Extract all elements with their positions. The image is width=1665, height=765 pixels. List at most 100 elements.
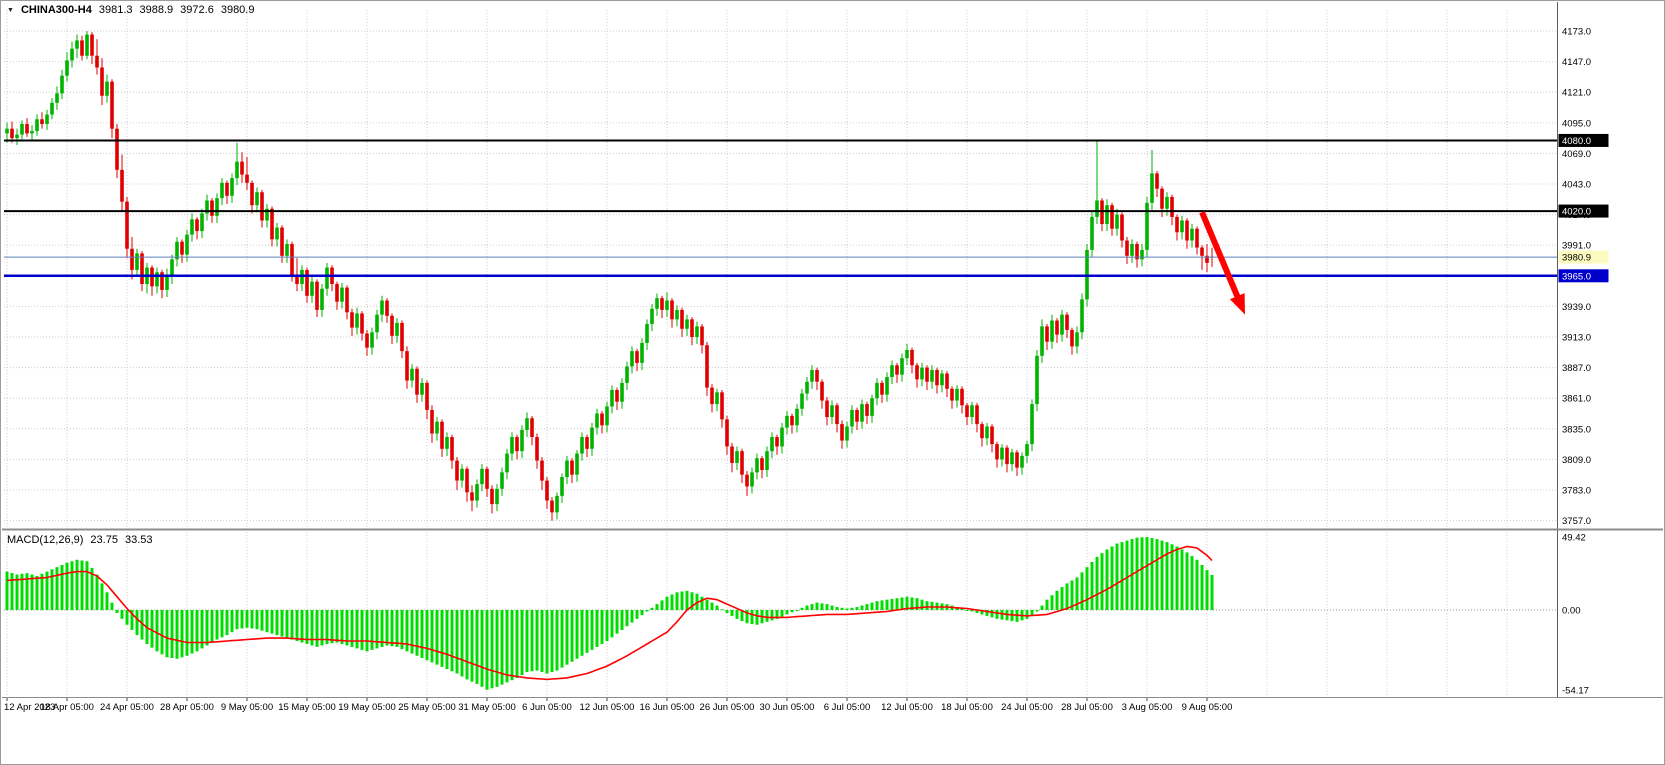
bear-candle	[995, 444, 999, 460]
bull-candle	[665, 300, 669, 310]
macd-histogram-bar	[1125, 540, 1129, 610]
macd-histogram-bar	[240, 610, 244, 629]
bull-candle	[85, 34, 89, 56]
bull-candle	[770, 437, 774, 452]
bull-candle	[1130, 244, 1134, 256]
macd-histogram-bar	[295, 610, 299, 642]
bull-candle	[875, 382, 879, 399]
macd-histogram-bar	[480, 610, 484, 687]
bear-candle	[550, 500, 554, 513]
bull-candle	[55, 93, 59, 103]
macd-histogram-bar	[620, 610, 624, 630]
macd-histogram-bar	[1105, 549, 1109, 610]
macd-histogram-bar	[1040, 605, 1044, 610]
bear-candle	[1005, 447, 1009, 465]
macd-histogram-bar	[660, 600, 664, 610]
macd-histogram-bar	[805, 605, 809, 610]
bull-candle	[765, 451, 769, 470]
macd-histogram-bar	[1080, 572, 1084, 610]
macd-histogram-bar	[835, 607, 839, 610]
macd-histogram-bar	[925, 601, 929, 610]
macd-histogram-bar	[490, 610, 494, 689]
bull-candle	[845, 426, 849, 441]
macd-histogram-bar	[35, 576, 39, 610]
bull-candle	[715, 392, 719, 405]
bear-candle	[465, 468, 469, 493]
macd-histogram-bar	[735, 610, 739, 619]
symbol-dropdown-icon[interactable]: ▼	[7, 6, 14, 14]
bull-candle	[695, 326, 699, 337]
macd-value: 23.75	[90, 534, 118, 546]
macd-histogram-bar	[845, 608, 849, 610]
macd-histogram-bar	[280, 610, 284, 637]
bear-candle	[315, 281, 319, 310]
macd-histogram-bar	[550, 610, 554, 673]
bull-candle	[900, 358, 904, 375]
bull-candle	[1115, 214, 1119, 229]
macd-histogram-bar	[125, 610, 129, 625]
bull-candle	[785, 415, 789, 428]
bear-candle	[1065, 314, 1069, 330]
bear-candle	[195, 219, 199, 232]
macd-histogram-bar	[730, 610, 734, 616]
x-axis-label: 12 Jul 05:00	[881, 702, 933, 713]
macd-histogram-bar	[1025, 610, 1029, 619]
macd-histogram-bar	[420, 610, 424, 659]
y-axis-label: 3835.0	[1562, 424, 1591, 435]
macd-histogram-bar	[775, 610, 779, 619]
macd-histogram-bar	[1210, 574, 1214, 610]
bull-candle	[1075, 332, 1079, 347]
bull-candle	[380, 300, 384, 315]
macd-histogram-bar	[85, 561, 89, 610]
bear-candle	[790, 415, 794, 426]
bear-candle	[390, 315, 394, 336]
bear-candle	[760, 458, 764, 470]
bear-candle	[95, 55, 99, 68]
bear-candle	[690, 319, 694, 337]
macd-histogram-bar	[850, 607, 854, 610]
x-axis-label: 24 Jul 05:00	[1001, 702, 1053, 713]
x-axis-label: 31 May 05:00	[458, 702, 516, 713]
macd-histogram-bar	[825, 604, 829, 610]
macd-histogram-bar	[190, 610, 194, 654]
macd-histogram-bar	[640, 610, 644, 616]
macd-signal-value: 33.53	[124, 534, 153, 546]
macd-histogram-bar	[245, 610, 249, 628]
bear-candle	[820, 381, 824, 401]
bear-candle	[210, 200, 214, 216]
macd-histogram-bar	[740, 610, 744, 622]
y-axis-label: 4043.0	[1562, 180, 1591, 191]
x-axis-label: 6 Jun 05:00	[522, 702, 572, 713]
bull-candle	[580, 437, 584, 454]
macd-histogram-bar	[1095, 556, 1099, 610]
x-axis-label: 26 Jun 05:00	[700, 702, 755, 713]
y-axis-label: 4095.0	[1562, 118, 1591, 129]
macd-histogram-bar	[1085, 567, 1089, 610]
bear-candle	[895, 365, 899, 375]
bear-candle	[910, 349, 914, 366]
horizontal-price-lines	[4, 139, 1557, 278]
bull-candle	[190, 219, 194, 235]
bull-candle	[510, 437, 514, 454]
bear-candle	[1135, 244, 1139, 260]
x-axis-label: 15 May 05:00	[278, 702, 336, 713]
symbol-title: CHINA300-H4	[20, 4, 92, 16]
macd-histogram-bar	[205, 610, 209, 646]
macd-histogram-bar	[545, 610, 549, 674]
macd-histogram-bar	[1090, 561, 1094, 610]
macd-histogram-bar	[15, 574, 19, 610]
bear-candle	[540, 460, 544, 481]
macd-histogram-bar	[140, 610, 144, 640]
bear-candle	[440, 421, 444, 449]
bull-candle	[445, 437, 449, 449]
macd-histogram-bar	[80, 560, 84, 610]
bull-candle	[500, 472, 504, 489]
macd-histogram-bar	[1150, 538, 1154, 610]
bear-candle	[1200, 247, 1204, 256]
macd-histogram-bar	[435, 610, 439, 665]
macd-histogram-bar	[555, 610, 559, 671]
bull-candle	[235, 161, 239, 179]
macd-histogram-bar	[980, 610, 984, 615]
macd-histogram-bar	[335, 610, 339, 643]
